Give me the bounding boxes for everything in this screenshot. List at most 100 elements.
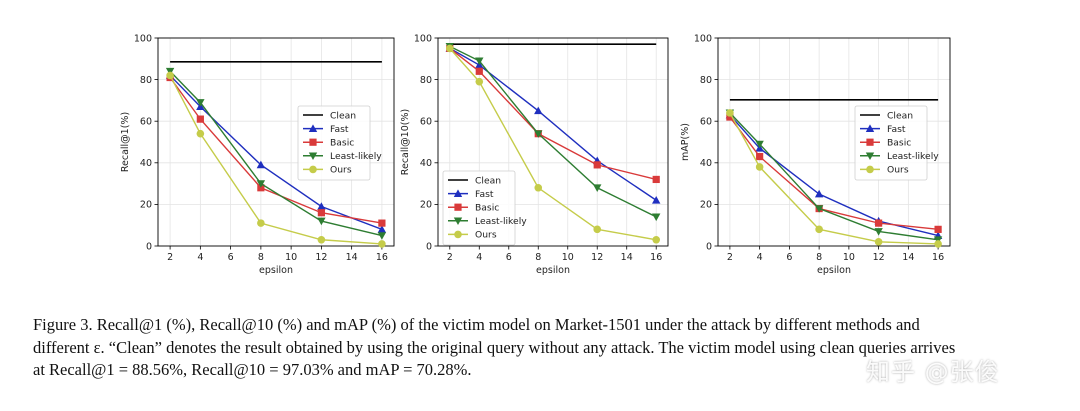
legend-label: Fast [887, 124, 906, 135]
x-tick-label: 2 [727, 252, 733, 263]
data-point [534, 130, 543, 138]
legend-box [442, 170, 516, 246]
data-point [652, 175, 660, 184]
y-tick-label: 0 [146, 241, 152, 252]
data-point [652, 213, 661, 222]
data-point [475, 67, 483, 75]
x-tick-label: 16 [650, 252, 662, 263]
legend-label: Basic [475, 203, 499, 214]
y-tick-label: 80 [420, 75, 432, 86]
chart-panel-2: 2 4 6 8 10 12 14 16 0 20 40 60 80 100 epsilon Recall@10… [400, 33, 669, 276]
legend: Clean Fast Basic Least-likely Ours [854, 105, 939, 181]
x-tick-label: 12 [315, 252, 327, 263]
data-point [257, 219, 265, 227]
data-point [317, 202, 326, 210]
data-point [377, 232, 387, 240]
legend-marker [865, 124, 875, 132]
legend-label: Basic [887, 138, 911, 149]
legend-label: Clean [475, 175, 501, 186]
legend-marker [453, 189, 463, 197]
x-tick-label: 16 [376, 252, 388, 263]
legend-marker [454, 230, 462, 239]
data-point [593, 225, 602, 234]
x-tick-label: 4 [476, 252, 482, 263]
data-point [652, 196, 661, 204]
x-tick-label: 10 [285, 252, 297, 263]
axes-frame [717, 37, 951, 247]
y-tick-label: 20 [700, 200, 712, 211]
data-point [875, 219, 883, 227]
x-tick-label: 4 [197, 252, 203, 263]
x-tick-label: 6 [228, 252, 234, 263]
data-point [377, 225, 387, 233]
data-point [196, 99, 205, 107]
caption-line-2: different ε. “Clean” denotes the result … [33, 337, 956, 357]
data-point [475, 57, 484, 66]
legend-marker [866, 165, 874, 174]
data-point [815, 225, 823, 234]
data-point [534, 183, 543, 192]
data-point [317, 235, 326, 244]
data-point [593, 161, 601, 169]
data-point [726, 109, 734, 117]
data-point [256, 160, 266, 169]
y-tick-label: 40 [700, 158, 712, 169]
data-point [378, 240, 386, 248]
axes-frame [437, 37, 669, 247]
x-tick-label: 2 [447, 252, 453, 263]
legend-marker [308, 152, 318, 160]
y-tick-label: 40 [420, 158, 432, 169]
data-point [166, 71, 174, 80]
x-tick-label: 10 [843, 252, 855, 263]
y-tick-label: 80 [700, 75, 712, 86]
legend-label: Basic [330, 138, 354, 149]
data-point [445, 44, 454, 53]
legend-label: Ours [330, 165, 352, 176]
x-tick-label: 2 [167, 252, 173, 263]
data-point [317, 217, 326, 226]
y-tick-label: 20 [140, 200, 152, 211]
legend-label: Fast [330, 124, 349, 135]
legend-label: Least-likely [887, 151, 939, 162]
y-tick-label: 0 [706, 241, 712, 252]
charts-figure: 2 4 6 8 10 12 14 16020406080100epsilonRecall@1(… [120, 33, 951, 276]
data-point [475, 77, 484, 86]
data-point [196, 129, 205, 138]
legend-marker [309, 138, 317, 146]
data-point [755, 163, 764, 171]
legend-marker [865, 152, 875, 160]
figure-caption: Figure 3. Recall@1 (%), Recall@10 (%) an… [33, 314, 1053, 382]
y-tick-label: 100 [694, 33, 712, 44]
legend-marker [453, 217, 463, 225]
legend-label: Ours [475, 230, 497, 241]
legend-label: Clean [330, 110, 356, 121]
chart-panel-1: 2 4 6 8 10 12 14 16 0 20 40 60 80 100 epsilon Recall@1(… [120, 33, 395, 276]
legend-label: Least-likely [475, 216, 527, 227]
legend-marker [454, 203, 462, 211]
legend-label: Fast [475, 189, 494, 200]
data-point [874, 228, 883, 236]
series-ours [445, 44, 661, 244]
x-tick-label: 14 [902, 252, 914, 263]
data-point [196, 115, 204, 123]
data-point [814, 205, 824, 213]
x-tick-label: 6 [506, 252, 512, 263]
legend-box [854, 105, 928, 181]
x-axis-label: epsilon [536, 265, 570, 276]
y-axis-label: Recall@1(%) [120, 112, 131, 172]
data-point [934, 240, 942, 248]
y-tick-label: 60 [140, 117, 152, 128]
data-point [256, 180, 266, 188]
data-point [874, 238, 883, 246]
x-tick-label: 14 [621, 252, 633, 263]
x-tick-label: 4 [757, 252, 763, 263]
series-ours [166, 71, 386, 248]
data-point [534, 106, 543, 115]
legend-label: Ours [887, 165, 909, 176]
x-tick-label: 8 [535, 252, 541, 263]
x-tick-label: 8 [816, 252, 822, 263]
data-point [378, 219, 386, 227]
legend-marker [308, 124, 318, 132]
data-point [934, 225, 942, 233]
caption-line-1: Figure 3. Recall@1 (%), Recall@10 (%) an… [33, 315, 920, 334]
